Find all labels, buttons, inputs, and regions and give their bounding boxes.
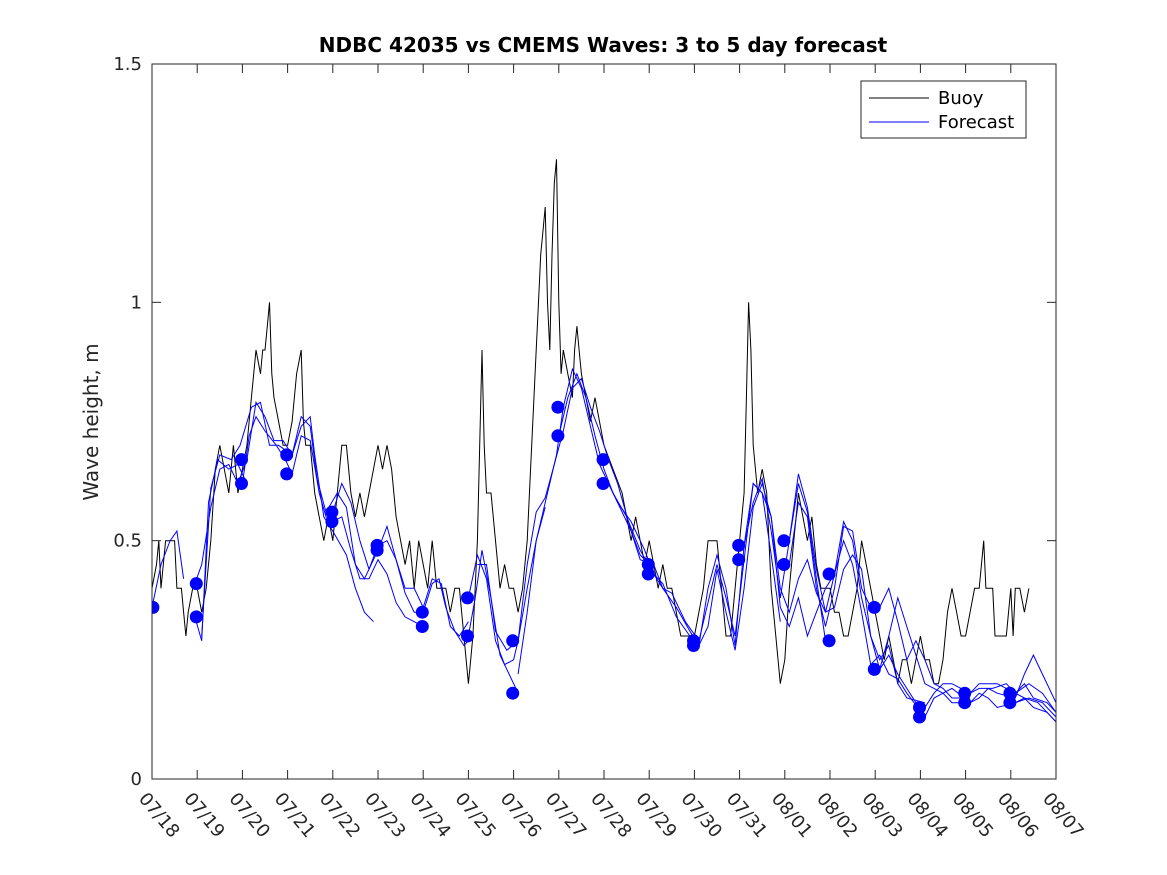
forecast-marker-12 bbox=[415, 605, 429, 619]
forecast-marker-25 bbox=[687, 639, 700, 652]
forecast-marker-8 bbox=[325, 505, 339, 519]
legend: Buoy Forecast bbox=[860, 80, 1027, 139]
forecast-marker-5 bbox=[235, 477, 248, 490]
forecast-marker-34 bbox=[913, 701, 926, 714]
forecast-marker-20 bbox=[596, 453, 610, 467]
y-tick-label: 1 bbox=[131, 292, 142, 313]
forecast-marker-16 bbox=[506, 634, 520, 648]
forecast-marker-28 bbox=[777, 534, 791, 548]
forecast-series-line-8 bbox=[291, 415, 379, 580]
forecast-marker-35 bbox=[913, 710, 926, 724]
forecast-marker-33 bbox=[867, 662, 881, 676]
legend-forecast-label: Forecast bbox=[938, 112, 1014, 133]
forecast-marker-29 bbox=[777, 558, 791, 571]
forecast-series-line-6 bbox=[246, 401, 374, 623]
forecast-marker-32 bbox=[867, 600, 881, 614]
forecast-marker-39 bbox=[1003, 696, 1017, 710]
forecast-marker-19 bbox=[551, 429, 565, 443]
chart-title: NDBC 42035 vs CMEMS Waves: 3 to 5 day fo… bbox=[319, 33, 888, 57]
forecast-marker-7 bbox=[280, 467, 294, 481]
forecast-marker-37 bbox=[958, 696, 972, 710]
forecast-marker-9 bbox=[325, 515, 339, 529]
forecast-marker-1 bbox=[152, 600, 160, 614]
forecast-marker-3 bbox=[189, 610, 203, 624]
forecast-series-line-25 bbox=[788, 501, 872, 627]
forecast-series-line-17 bbox=[517, 367, 655, 675]
forecast-marker-4 bbox=[235, 453, 248, 467]
y-tick-label: 0 bbox=[131, 769, 142, 790]
forecast-series-line-1 bbox=[152, 529, 185, 608]
forecast-marker-18 bbox=[551, 400, 565, 414]
forecast-series-line-30 bbox=[924, 683, 1056, 713]
forecast-series-line-10 bbox=[332, 516, 424, 627]
forecast-series-line-29 bbox=[879, 596, 1056, 718]
forecast-marker-2 bbox=[189, 577, 203, 591]
forecast-series-line-13 bbox=[467, 553, 519, 666]
forecast-marker-26 bbox=[732, 538, 746, 552]
forecast-marker-11 bbox=[370, 543, 384, 557]
legend-buoy-label: Buoy bbox=[938, 88, 984, 109]
buoy-series-line bbox=[152, 159, 1030, 685]
forecast-series-line-33 bbox=[1014, 682, 1056, 713]
forecast-marker-27 bbox=[732, 553, 746, 567]
forecast-marker-23 bbox=[641, 567, 655, 581]
forecast-marker-30 bbox=[822, 567, 836, 581]
forecast-series-line-34 bbox=[1015, 697, 1056, 723]
forecast-marker-31 bbox=[822, 634, 836, 648]
forecast-series-line-16 bbox=[517, 377, 609, 641]
forecast-marker-38 bbox=[1003, 686, 1017, 700]
y-tick-label: 1.5 bbox=[113, 54, 142, 75]
forecast-series-line-26 bbox=[834, 539, 926, 718]
forecast-marker-36 bbox=[958, 686, 972, 700]
forecast-series-line-12 bbox=[422, 577, 469, 647]
forecast-marker-14 bbox=[461, 591, 474, 605]
forecast-marker-21 bbox=[596, 477, 610, 490]
forecast-marker-6 bbox=[280, 448, 294, 462]
y-axis-label: Wave height, m bbox=[79, 343, 103, 500]
forecast-series-line-4 bbox=[201, 401, 293, 637]
forecast-series-line-27 bbox=[834, 554, 926, 704]
legend-box bbox=[860, 80, 1027, 139]
forecast-marker-22 bbox=[641, 558, 655, 571]
forecast-series-line-28 bbox=[879, 586, 971, 699]
y-tick-label: 0.5 bbox=[113, 531, 142, 552]
forecast-marker-15 bbox=[461, 629, 474, 643]
forecast-marker-13 bbox=[415, 620, 429, 633]
forecast-marker-17 bbox=[506, 686, 520, 700]
forecast-series-line-24 bbox=[788, 473, 926, 708]
